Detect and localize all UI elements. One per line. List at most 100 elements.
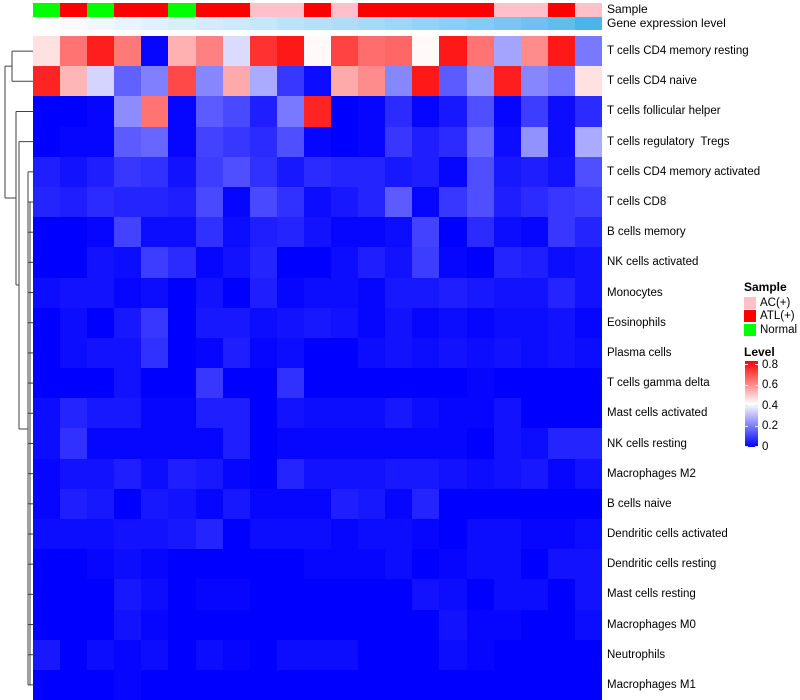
heatmap-cell [520,277,548,308]
heatmap-cell [33,368,61,399]
heatmap-cell [60,368,88,399]
heatmap-cell [222,66,250,97]
heatmap-cell [520,217,548,248]
heatmap-cell [493,96,521,127]
gene-expression-annotation-cell [303,16,332,30]
heatmap-cell [520,66,548,97]
heatmap-cell [276,549,304,580]
heatmap-row [33,186,602,218]
heatmap-cell [331,368,359,399]
heatmap-cell [303,36,332,67]
heatmap-cell [303,217,332,248]
heatmap-cell [195,247,223,278]
heatmap-cell [439,549,467,580]
heatmap-cell [114,428,142,459]
heatmap-cell [249,368,277,399]
heatmap-cell [141,307,169,338]
heatmap-cell [249,488,277,519]
heatmap-cell [493,66,521,97]
heatmap-cell [60,579,88,610]
legend: Sample AC(+) ATL(+) Normal Level 0.8 0.6 0.4… [744,280,800,453]
legend-level-block: Level 0.8 0.6 0.4 0.2 0 [744,345,800,453]
sample-annotation-label: Sample [607,1,648,16]
heatmap-cell [466,36,494,67]
heatmap-cell [412,126,440,157]
heatmap-cell [358,368,386,399]
legend-item-label: AC(+) [760,296,791,309]
level-tick-dash [745,364,748,366]
heatmap-cell [547,368,575,399]
gene-expression-annotation-cell [168,16,196,30]
heatmap-cell [493,36,521,67]
heatmap-cell [412,277,440,308]
gene-expression-annotation-bar [33,16,602,30]
heatmap-cell [439,36,467,67]
heatmap-cell [439,96,467,127]
heatmap-cell [574,609,602,640]
heatmap-cell [195,609,223,640]
heatmap-cell [276,669,304,700]
sample-annotation-cell [114,3,142,17]
gene-expression-annotation-cell [385,16,413,30]
heatmap-row [33,126,602,157]
heatmap-cell [141,639,169,670]
heatmap-cell [493,519,521,550]
heatmap-cell [87,36,115,67]
heatmap-cell [574,549,602,580]
heatmap-cell [358,126,386,157]
heatmap-cell [574,277,602,308]
heatmap-cell [195,669,223,700]
heatmap-cell [412,368,440,399]
heatmap-cell [466,428,494,459]
heatmap-cell [547,639,575,670]
heatmap-cell [331,458,359,489]
heatmap-cell [195,36,223,67]
heatmap-cell [385,337,413,369]
heatmap-row [33,307,602,338]
heatmap-cell [520,156,548,187]
heatmap-cell [466,368,494,399]
heatmap-cell [249,307,277,338]
heatmap-cell [114,96,142,127]
heatmap-cell [141,36,169,67]
heatmap-cell [114,217,142,248]
gene-expression-annotation-cell [60,16,88,30]
level-tick-dash [755,446,758,447]
heatmap-cell [249,96,277,127]
row-label: B cells memory [607,226,686,239]
heatmap-cell [331,126,359,157]
heatmap-cell [168,126,196,157]
heatmap-cell [276,519,304,550]
heatmap-cell [33,639,61,670]
heatmap-cell [303,488,332,519]
sample-annotation-cell [331,3,359,17]
heatmap-cell [547,458,575,489]
heatmap-cell [33,36,61,67]
heatmap-cell [222,217,250,248]
heatmap-cell [331,247,359,278]
heatmap-cell [466,639,494,670]
heatmap-cell [249,579,277,610]
heatmap-cell [87,519,115,550]
heatmap-cell [385,519,413,550]
heatmap-cell [141,126,169,157]
gene-expression-annotation-label: Gene expression level [607,15,726,30]
heatmap-cell [60,126,88,157]
heatmap-row [33,458,602,489]
heatmap-cell [493,609,521,640]
heatmap-cell [222,579,250,610]
level-tick-dash [755,405,758,407]
heatmap-cell [276,36,304,67]
sample-annotation-cell [493,3,521,17]
level-tick-dash [745,405,748,407]
heatmap-cell [331,217,359,248]
heatmap-cell [114,36,142,67]
heatmap-cell [574,458,602,489]
heatmap-cell [493,669,521,700]
heatmap-cell [466,277,494,308]
heatmap-cell [331,156,359,187]
heatmap-cell [60,398,88,429]
heatmap-cell [222,458,250,489]
heatmap-cell [385,307,413,338]
heatmap-cell [439,126,467,157]
